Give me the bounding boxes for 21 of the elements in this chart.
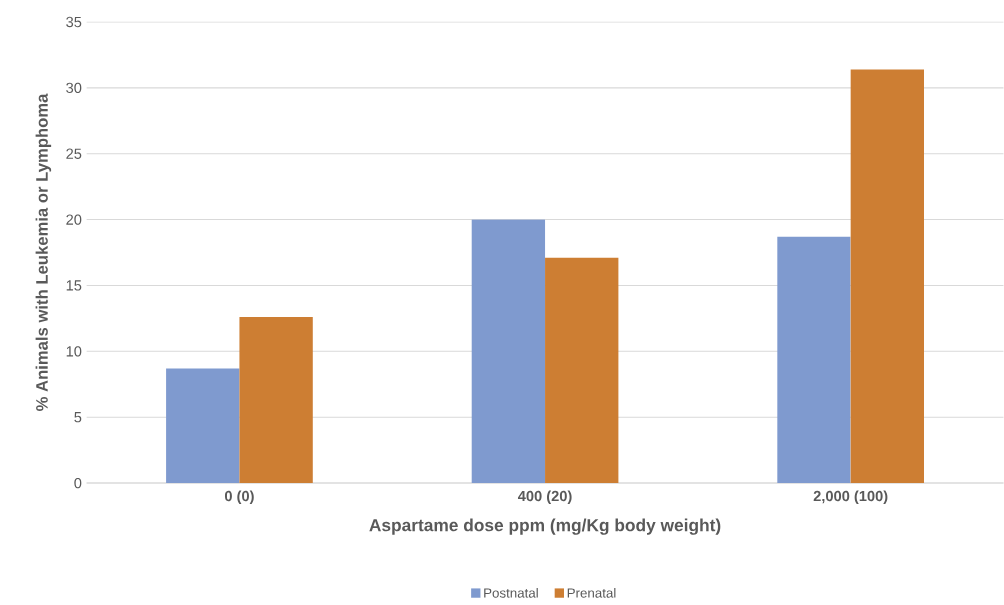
bar [239,317,313,484]
bar [850,69,925,484]
bar [777,236,851,484]
y-axis-title: % Animals with Leukemia or Lymphoma [35,93,52,412]
legend-label: Postnatal [484,587,538,598]
y-tick-label: 10 [66,346,82,357]
y-tick-label: 15 [66,280,82,291]
y-tick-label: 25 [66,148,82,159]
y-tick-label: 30 [66,82,82,94]
x-axis-title: Aspartame dose ppm (mg/Kg body weight) [369,518,721,535]
bar [545,257,619,484]
y-tick-label: 20 [66,214,82,225]
y-tick-label: 5 [74,412,82,423]
x-tick-label: 0 (0) [224,490,254,505]
bar [166,368,240,484]
bar [471,219,546,484]
x-tick-label: 400 (20) [517,490,572,505]
y-tick-label: 35 [66,16,82,28]
y-tick-label: 0 [74,477,82,489]
legend-label: Prenatal [567,587,616,598]
x-tick-label: 2,000 (100) [813,490,888,505]
